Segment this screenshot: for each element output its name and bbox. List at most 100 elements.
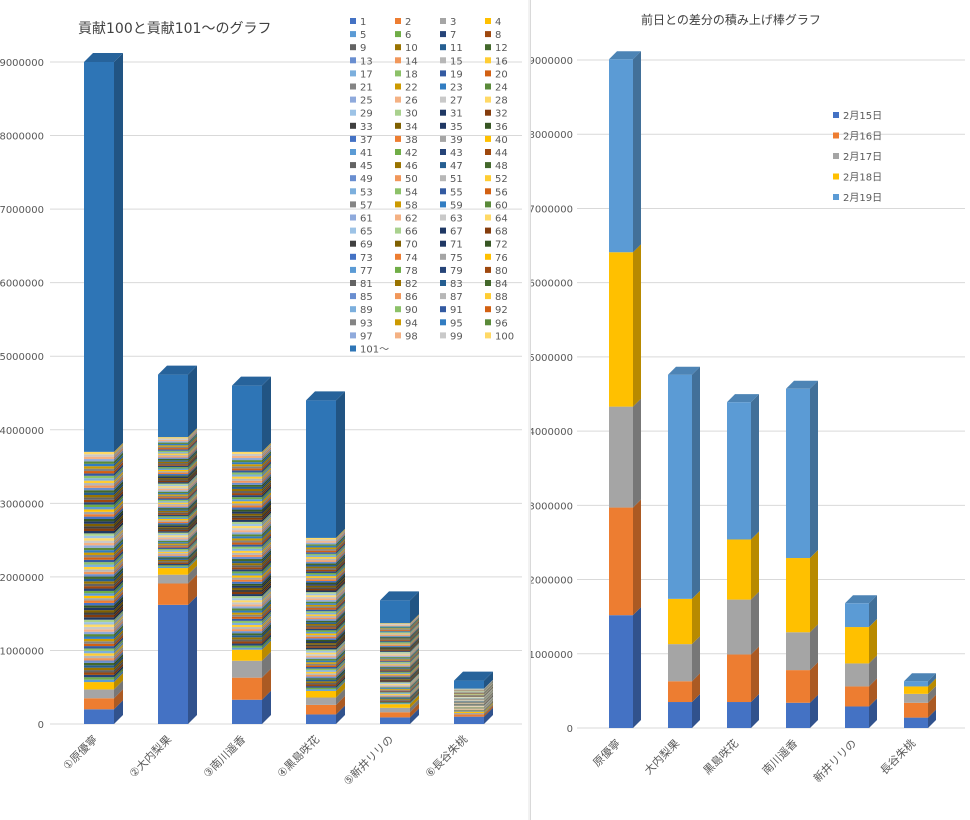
- left-bar-segment: [232, 596, 262, 599]
- left-bar-segment: [232, 523, 262, 527]
- left-bar-segment: [454, 711, 484, 713]
- left-bar-segment-side: [188, 512, 197, 524]
- left-bar-segment-side: [336, 637, 345, 648]
- left-bar-segment: [380, 633, 410, 635]
- left-bar-segment-side: [484, 702, 493, 713]
- legend-label: 70: [405, 240, 418, 251]
- left-bar-segment-101-plus-top: [232, 376, 271, 386]
- left-bar-segment-101-plus-side: [410, 591, 419, 624]
- left-bar-segment-side: [262, 603, 271, 615]
- left-bar-segment-side: [114, 474, 123, 486]
- left-bar-segment: [158, 445, 188, 447]
- right-bar-segment: [786, 702, 810, 728]
- legend-label: 30: [405, 109, 418, 120]
- right-bar-segment: [904, 693, 928, 703]
- left-bar-segment: [306, 572, 336, 575]
- left-bar-segment-side: [114, 632, 123, 644]
- left-bar-segment: [84, 674, 114, 678]
- left-bar-segment-side: [410, 687, 419, 698]
- legend-label: 11: [450, 43, 463, 54]
- left-bar-segment-side: [114, 598, 123, 611]
- left-bar-segment-side: [262, 482, 271, 494]
- left-bar-segment: [380, 707, 410, 713]
- left-bar-segment-side: [114, 680, 123, 699]
- left-bar-segment-side: [336, 657, 345, 669]
- left-bar-segment-side: [336, 579, 345, 591]
- left-bar-segment: [158, 535, 188, 537]
- left-bar-segment: [84, 475, 114, 479]
- left-bar-segment-side: [262, 451, 271, 463]
- left-bar-segment-side: [336, 662, 345, 674]
- right-y-tick-label: 4000000: [531, 427, 573, 438]
- left-bar-segment: [380, 703, 410, 705]
- left-bar-segment: [84, 526, 114, 529]
- left-bar-segment: [380, 662, 410, 664]
- left-bar-segment: [232, 546, 262, 549]
- left-y-tick-label: 9000000: [0, 58, 44, 69]
- left-bar-segment: [380, 670, 410, 672]
- left-bar-segment: [232, 528, 262, 531]
- legend-label: 71: [450, 240, 463, 251]
- left-bar-segment-side: [336, 599, 345, 610]
- left-bar-segment: [158, 497, 188, 499]
- left-bar-segment-side: [262, 622, 271, 634]
- left-bar-segment-side: [188, 486, 197, 498]
- left-bar-segment-side: [484, 691, 493, 702]
- left-bar-segment-side: [188, 508, 197, 519]
- left-bar-segment-side: [114, 466, 123, 479]
- left-bar-segment-side: [114, 469, 123, 481]
- left-bar-segment-side: [188, 553, 197, 564]
- left-bar-segment: [84, 602, 114, 606]
- left-bar-segment: [158, 516, 188, 518]
- legend-label: 12: [495, 43, 508, 54]
- left-bar-segment: [380, 644, 410, 646]
- legend-swatch: [485, 57, 491, 64]
- left-bar-segment-side: [114, 661, 123, 673]
- left-bar-segment-side: [484, 695, 493, 706]
- left-bar-segment-side: [114, 483, 123, 496]
- left-bar-segment-side: [114, 641, 123, 654]
- left-bar-segment: [232, 561, 262, 564]
- left-bar-segment-side: [410, 643, 419, 654]
- left-bar-segment-side: [188, 443, 197, 454]
- legend-swatch: [350, 345, 356, 352]
- right-bar-segment: [904, 702, 928, 718]
- left-bar-segment: [306, 598, 336, 601]
- left-bar-segment: [306, 561, 336, 564]
- legend-label: 100: [495, 331, 514, 342]
- left-bar-segment-side: [336, 571, 345, 583]
- legend-swatch: [440, 44, 446, 51]
- legend-swatch: [440, 240, 446, 247]
- left-bar-segment-side: [262, 570, 271, 582]
- left-bar-segment-side: [188, 509, 197, 521]
- legend-label: 1: [360, 17, 366, 28]
- left-bar-segment: [84, 634, 114, 637]
- right-bar-segment-side: [751, 394, 759, 540]
- left-bar-segment-side: [410, 695, 419, 708]
- right-chart-title: 前日との差分の積み上げ棒グラフ: [641, 13, 821, 27]
- left-bar-segment-side: [484, 688, 493, 698]
- left-bar-segment-side: [336, 705, 345, 724]
- left-bar-segment: [306, 697, 336, 705]
- right-bar-segment: [904, 717, 928, 728]
- left-bar-segment-side: [188, 554, 197, 566]
- left-bar-segment: [158, 538, 188, 540]
- left-y-tick-label: 8000000: [0, 132, 44, 143]
- left-bar-segment: [232, 466, 262, 469]
- left-bar-segment: [158, 476, 188, 479]
- left-bar-segment-101-plus-top: [84, 53, 123, 62]
- left-bar-segment-side: [262, 457, 271, 469]
- left-bar-segment-side: [410, 656, 419, 667]
- left-bar-segment-side: [114, 637, 123, 649]
- left-bar-segment: [232, 569, 262, 572]
- left-bar-segment-side: [114, 613, 123, 625]
- left-bar-segment: [306, 576, 336, 578]
- left-bar-segment-side: [188, 429, 197, 440]
- left-bar-segment-side: [410, 615, 419, 626]
- legend-swatch: [485, 109, 491, 116]
- legend-swatch: [485, 266, 491, 273]
- left-bar-segment-side: [410, 667, 419, 678]
- left-bar-segment: [380, 652, 410, 654]
- left-y-tick-label: 4000000: [0, 426, 44, 437]
- left-bar-segment-side: [188, 500, 197, 511]
